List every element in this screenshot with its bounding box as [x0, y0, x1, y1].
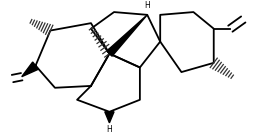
Polygon shape: [107, 15, 147, 56]
Polygon shape: [105, 112, 114, 123]
Text: H: H: [107, 125, 112, 134]
Text: H: H: [144, 1, 150, 10]
Polygon shape: [22, 62, 39, 77]
